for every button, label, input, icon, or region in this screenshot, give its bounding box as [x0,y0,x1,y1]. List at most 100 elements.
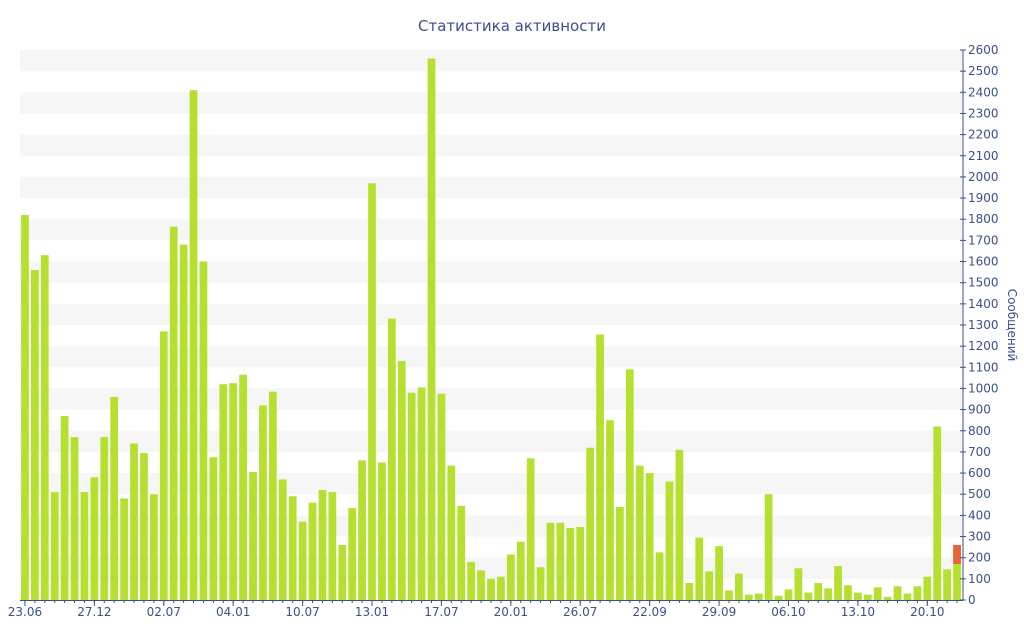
y-tick-label: 100 [968,572,991,586]
y-tick-label: 400 [968,508,991,522]
bar [229,383,238,600]
bar [427,58,436,600]
x-tick-label: 22.09 [632,605,666,619]
bar [725,590,733,600]
bar [546,522,555,600]
bar [21,215,29,600]
y-tick-label: 2400 [968,85,999,99]
bar [328,492,337,600]
bar-highlight-segment [953,545,961,565]
grid-band [20,388,962,410]
bar [249,472,257,600]
bar [288,496,297,600]
x-tick-label: 23.06 [8,605,42,619]
bar [863,594,872,600]
bar [387,318,396,600]
bar [824,588,833,600]
x-tick-label: 17.07 [424,605,458,619]
grid-band [20,303,962,325]
x-tick-label: 04.01 [216,605,250,619]
bar [417,387,426,600]
y-tick-label: 1100 [968,360,999,374]
bar [675,449,684,600]
bar [179,244,188,600]
bar [209,457,218,600]
y-axis: 0 100 200 300 400 500 600 700 800 900 1000 1100 1200… [960,43,999,607]
bar [774,595,783,600]
bar [447,465,456,600]
y-tick-label: 900 [968,403,991,417]
bar [834,566,842,600]
bar [933,426,942,600]
bar [259,405,267,600]
bar [903,593,912,600]
bar [268,391,277,600]
y-tick-label: 2500 [968,64,999,78]
y-tick-label: 1300 [968,318,999,332]
bar [40,255,49,600]
y-tick-label: 2000 [968,170,999,184]
bar [695,537,704,600]
bar [169,226,178,600]
y-tick-label: 1800 [968,212,999,226]
y-tick-label: 300 [968,530,991,544]
bar [149,494,158,600]
x-tick-label: 26.07 [563,605,597,619]
bar [358,460,366,600]
bar [278,479,287,600]
bar [616,506,624,600]
bar [784,589,793,600]
bar [407,392,416,600]
bar [397,360,406,600]
bar [516,541,525,600]
bar [645,473,654,600]
grid-band [20,346,962,368]
bar [70,437,79,600]
y-tick-label: 800 [968,424,991,438]
bar [606,420,614,600]
bar [536,567,545,600]
bar [844,585,852,600]
bar [625,369,634,600]
bar [120,498,128,600]
bar [348,507,357,600]
bar [140,452,148,600]
bar [437,393,446,600]
bar [298,521,307,600]
y-tick-label: 1000 [968,381,999,395]
bar [744,594,753,600]
bar [497,576,505,600]
grid-band [20,176,962,199]
bar [189,90,198,600]
bar [467,561,476,600]
y-tick-label: 1400 [968,297,999,311]
grid-band [20,219,962,241]
bar [635,465,644,600]
bar [586,447,595,600]
bar [130,443,138,600]
bar [794,568,803,600]
bar [764,494,773,600]
bar [566,528,575,600]
bar [110,396,119,600]
bar [100,437,109,600]
bar [80,492,89,600]
bar [50,492,59,600]
bar [854,592,862,600]
bar [308,502,317,600]
y-tick-label: 200 [968,551,991,565]
grid-band [20,50,962,72]
bar [883,596,892,600]
bar [556,522,565,600]
y-tick-label: 500 [968,487,991,501]
bar [219,384,228,600]
bar-series [21,58,961,600]
grid-band [20,261,962,283]
y-tick-label: 2200 [968,128,999,142]
x-tick-label: 20.10 [910,605,944,619]
bar [318,490,327,600]
grid-band [20,134,962,156]
bar [754,593,763,600]
bar [368,183,376,600]
